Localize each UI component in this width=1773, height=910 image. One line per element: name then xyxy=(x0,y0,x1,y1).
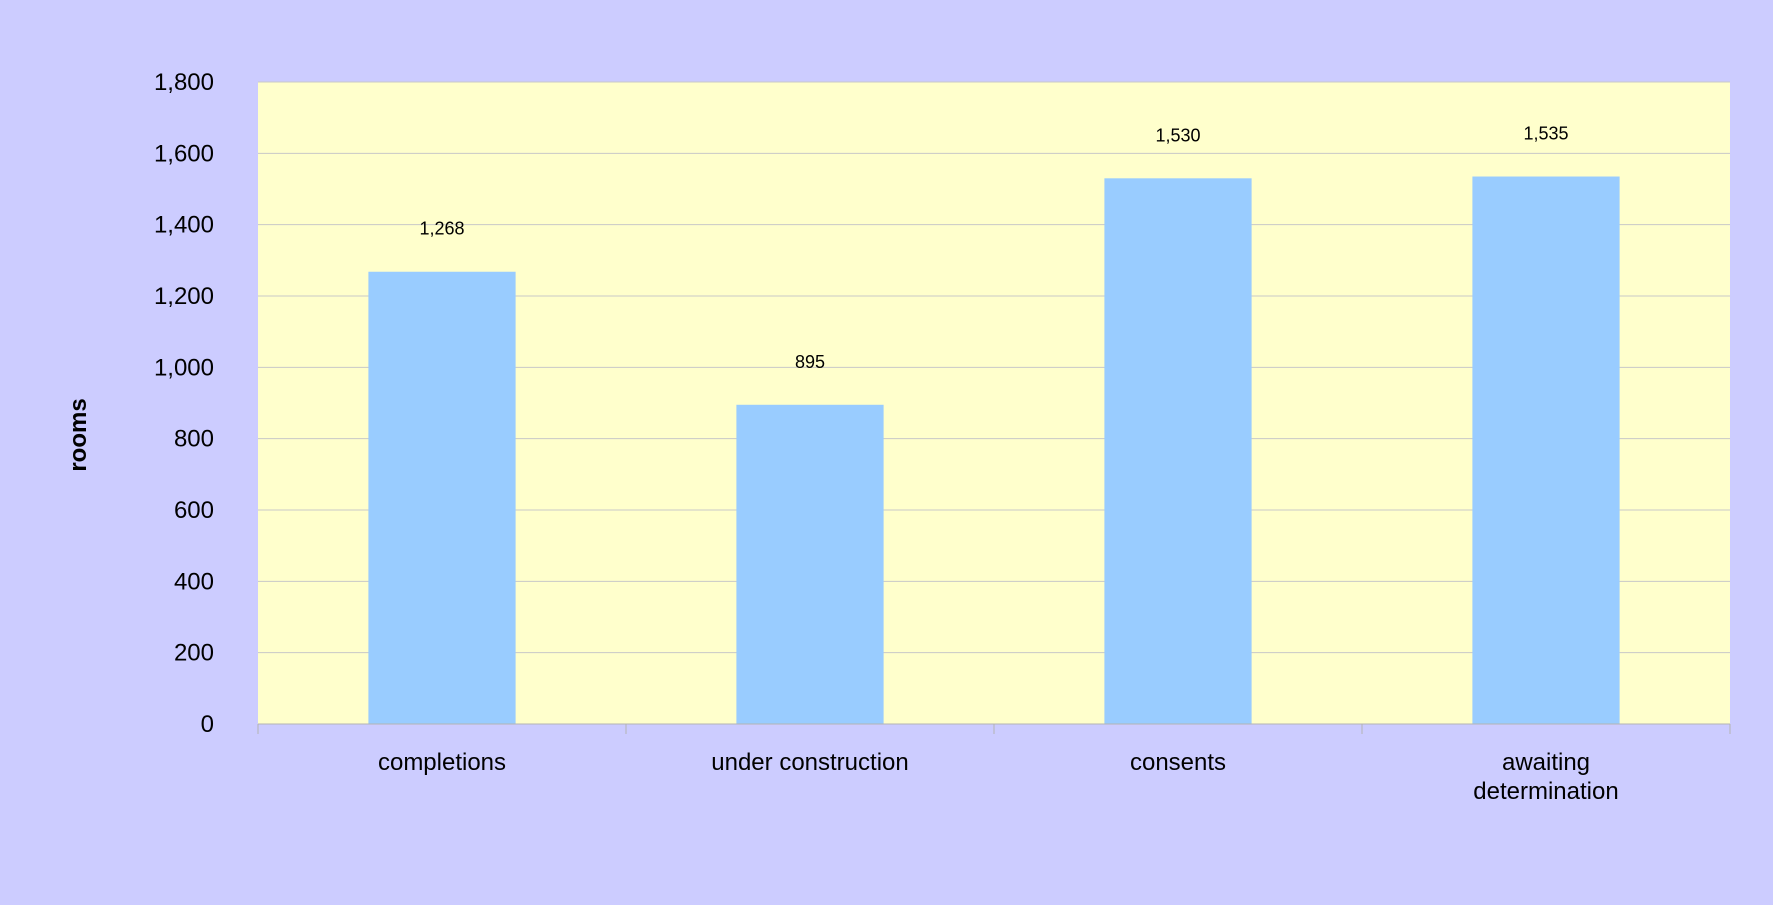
y-tick-label: 200 xyxy=(174,640,214,667)
y-tick-label: 400 xyxy=(174,568,214,595)
y-tick-label: 800 xyxy=(174,426,214,453)
x-tick-label-line: awaiting xyxy=(1502,749,1590,776)
data-labels: 1,268 895 1,530 1,535 xyxy=(419,124,1568,372)
axes xyxy=(257,723,1731,734)
y-tick-label: 1,800 xyxy=(154,69,214,96)
x-tick-label: under construction xyxy=(711,749,908,776)
y-tick-label: 1,200 xyxy=(154,283,214,310)
data-label: 1,530 xyxy=(1155,125,1200,145)
y-tick-label: 600 xyxy=(174,497,214,524)
y-tick-labels: 0 200 400 600 800 1,000 1,200 1,400 1,600 1,800 xyxy=(154,69,214,738)
y-axis-label: rooms xyxy=(65,398,92,471)
x-tick-label-line: under construction xyxy=(711,749,908,776)
y-tick-label: 1,000 xyxy=(154,354,214,381)
x-tick-label: completions xyxy=(378,749,506,776)
data-label: 895 xyxy=(795,352,825,372)
x-tick-label-line: determination xyxy=(1473,778,1618,805)
x-tick-label: consents xyxy=(1130,749,1226,776)
y-tick-label: 1,600 xyxy=(154,140,214,167)
y-tick-label: 1,400 xyxy=(154,212,214,239)
x-tick-label-line: completions xyxy=(378,749,506,776)
data-label: 1,268 xyxy=(419,219,464,239)
y-tick-label: 0 xyxy=(201,711,214,738)
bar xyxy=(736,404,884,724)
data-label: 1,535 xyxy=(1523,124,1568,144)
x-tick-labels: completions under construction consents awa… xyxy=(378,749,1619,805)
bar xyxy=(1104,178,1252,725)
x-tick-label-line: consents xyxy=(1130,749,1226,776)
bar xyxy=(368,271,516,724)
bar xyxy=(1472,176,1620,724)
x-tick-label: awaiting determination xyxy=(1473,749,1618,805)
bars xyxy=(368,176,1620,725)
